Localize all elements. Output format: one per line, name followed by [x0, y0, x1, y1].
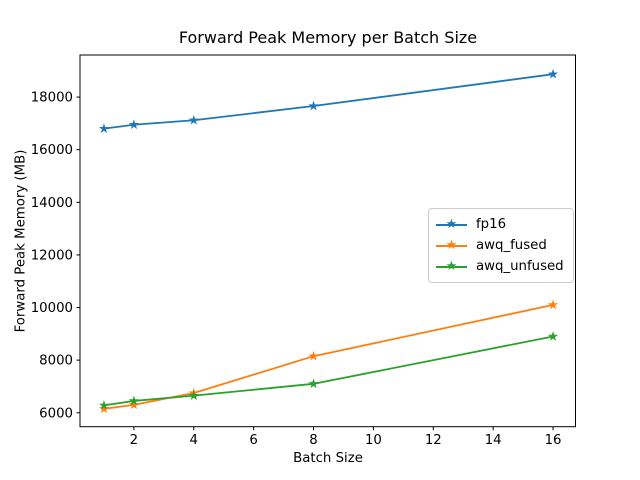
legend-swatch-line-star-icon: ★ [436, 259, 467, 274]
series-marker-fp16 [548, 68, 559, 79]
legend-entry-awq-unfused: ★ awq_unfused [436, 256, 564, 277]
axes-spines [79, 54, 576, 428]
series-marker-awq_unfused [548, 331, 559, 341]
y-axis-label: Forward Peak Memory (MB) [13, 149, 29, 333]
x-axis-label: Batch Size [293, 451, 363, 466]
y-tick-label: 16000 [31, 143, 73, 158]
series-marker-awq_fused [308, 350, 319, 361]
series-marker-fp16 [188, 114, 199, 125]
legend-swatch-line-star-icon: ★ [436, 217, 467, 232]
x-tick-label: 8 [309, 433, 317, 448]
x-tick-label: 6 [249, 433, 257, 448]
y-tick-label: 18000 [31, 91, 73, 106]
y-tick-label: 14000 [31, 196, 73, 211]
legend-label: awq_fused [476, 238, 547, 253]
series-marker-fp16 [308, 100, 319, 111]
series-marker-fp16 [98, 123, 109, 133]
series-marker-awq_unfused [128, 395, 139, 406]
series-marker-awq_unfused [308, 378, 319, 389]
x-tick-label: 2 [130, 433, 138, 448]
legend: ★ fp16 ★ awq_fused ★ awq_unfused [428, 208, 574, 283]
series-marker-fp16 [128, 119, 139, 129]
legend-entry-fp16: ★ fp16 [436, 214, 564, 235]
series-line-fp16 [103, 73, 554, 130]
series-marker-awq_unfused [188, 390, 199, 400]
series-line-awq_fused [103, 303, 554, 410]
x-tick-label: 12 [425, 433, 442, 448]
x-tick-label: 10 [365, 433, 382, 448]
x-tick-label: 14 [485, 433, 502, 448]
y-tick-label: 8000 [39, 354, 73, 369]
x-tick-label: 4 [190, 433, 198, 448]
legend-swatch-line-star-icon: ★ [436, 238, 467, 253]
legend-entry-awq-fused: ★ awq_fused [436, 235, 564, 256]
series-marker-awq_fused [548, 299, 559, 310]
legend-label: fp16 [476, 217, 507, 232]
x-tick-label: 16 [545, 433, 562, 448]
y-tick-label: 12000 [31, 248, 73, 263]
series-marker-awq_fused [98, 403, 109, 414]
legend-label: awq_unfused [476, 259, 564, 274]
series-line-awq_unfused [103, 335, 554, 407]
y-tick-label: 10000 [31, 301, 73, 316]
series-marker-awq_unfused [98, 400, 109, 410]
series-marker-awq_fused [128, 399, 139, 410]
chart-title: Forward Peak Memory per Batch Size [178, 28, 478, 47]
y-tick-label: 6000 [39, 406, 73, 421]
